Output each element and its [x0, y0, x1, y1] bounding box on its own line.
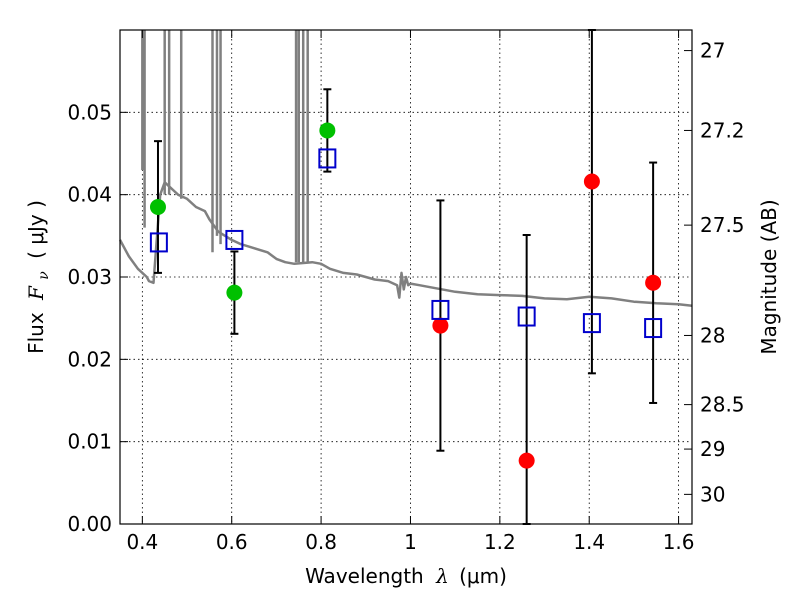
model-photometry-point	[149, 232, 168, 253]
y2-tick-label: 29	[700, 437, 725, 461]
marker-layer	[149, 122, 663, 469]
y2-tick-label: 30	[700, 482, 725, 506]
observed-optical-point	[319, 122, 336, 139]
template-spectrum-line	[118, 181, 693, 308]
model-photometry-point	[644, 318, 663, 339]
model-photometry-point	[225, 229, 244, 250]
x-tick-label: 1	[404, 530, 417, 554]
y-tick-label: 0.03	[67, 265, 112, 289]
observed-nir-point	[583, 173, 600, 190]
observed-nir-point	[518, 452, 535, 469]
template-spectrum-layer	[118, 30, 693, 308]
y2-tick-label: 28	[700, 323, 725, 347]
y-tick-label: 0.01	[67, 430, 112, 454]
y2-tick-label: 27	[700, 39, 725, 63]
y-tick-label: 0.00	[67, 512, 112, 536]
x-tick-label: 0.4	[126, 530, 158, 554]
x-axis-title: Wavelength λ (μm)	[305, 564, 507, 588]
model-photometry-point	[431, 299, 450, 320]
x-tick-label: 1.6	[663, 530, 695, 554]
observed-optical-point	[226, 284, 243, 301]
y-tick-label: 0.02	[67, 347, 112, 371]
model-photometry-point	[582, 313, 601, 334]
y-axis-title: Flux F ν ( μJy )	[24, 200, 53, 354]
axis-ticks: 0.4 0.6 0.8 1 1.2 1.4 1.6 0.00 0.01 0.02 0.03 0.04 0…	[67, 30, 745, 554]
y2-tick-label: 28.5	[700, 393, 745, 417]
x-tick-label: 1.4	[573, 530, 605, 554]
y2-tick-label: 27.5	[700, 213, 745, 237]
y-tick-label: 0.04	[67, 183, 112, 207]
y-tick-label: 0.05	[67, 100, 112, 124]
observed-nir-point	[645, 274, 662, 291]
y2-axis-title: Magnitude (AB)	[757, 199, 781, 354]
model-photometry-point	[318, 148, 337, 169]
x-tick-label: 0.8	[305, 530, 337, 554]
x-tick-label: 1.2	[484, 530, 516, 554]
x-tick-label: 0.6	[216, 530, 248, 554]
observed-nir-point	[432, 317, 449, 334]
model-photometry-point	[517, 306, 536, 327]
y2-tick-label: 27.2	[700, 118, 745, 142]
observed-optical-point	[149, 199, 166, 216]
